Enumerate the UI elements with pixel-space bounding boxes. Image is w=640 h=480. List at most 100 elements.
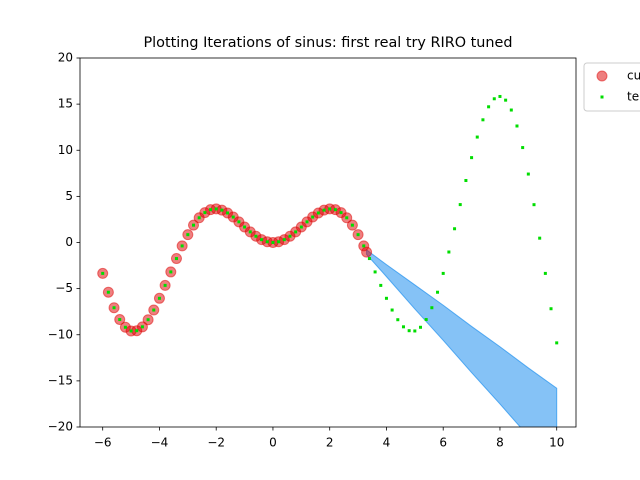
point bbox=[492, 97, 496, 101]
point bbox=[350, 223, 354, 227]
point bbox=[367, 257, 371, 261]
y-tick-label: −15 bbox=[48, 373, 73, 387]
x-tick-label: 2 bbox=[326, 436, 334, 450]
x-tick-label: 0 bbox=[269, 436, 277, 450]
point bbox=[197, 216, 201, 220]
point bbox=[526, 172, 530, 176]
x-tick-label: 4 bbox=[383, 436, 391, 450]
x-tick-label: −6 bbox=[94, 436, 112, 450]
x-tick-label: −4 bbox=[151, 436, 169, 450]
y-tick-label: −20 bbox=[48, 420, 73, 434]
point bbox=[345, 216, 349, 220]
point bbox=[532, 203, 536, 207]
confidence-band bbox=[366, 248, 558, 427]
point bbox=[362, 244, 366, 248]
point bbox=[481, 118, 485, 122]
point bbox=[356, 233, 360, 237]
point bbox=[305, 220, 309, 224]
point bbox=[464, 179, 468, 183]
point bbox=[243, 225, 247, 229]
point bbox=[441, 271, 445, 275]
point bbox=[248, 230, 252, 234]
point bbox=[271, 241, 275, 244]
legend-marker bbox=[600, 95, 604, 99]
point bbox=[101, 271, 105, 275]
legend-label: cu bbox=[627, 69, 640, 83]
point bbox=[169, 270, 173, 274]
point bbox=[112, 306, 116, 310]
point bbox=[458, 203, 462, 207]
point bbox=[118, 318, 122, 322]
point bbox=[106, 290, 110, 294]
point bbox=[311, 215, 315, 219]
legend-marker bbox=[596, 70, 608, 82]
point bbox=[543, 271, 547, 275]
chart-title: Plotting Iterations of sinus: first real… bbox=[143, 35, 512, 51]
point bbox=[288, 234, 292, 238]
point bbox=[299, 225, 303, 229]
point bbox=[254, 234, 258, 238]
point bbox=[521, 146, 525, 150]
x-tick-label: −2 bbox=[207, 436, 225, 450]
point bbox=[413, 329, 417, 333]
point bbox=[203, 211, 207, 215]
point bbox=[265, 240, 269, 244]
point bbox=[226, 211, 230, 215]
point bbox=[430, 306, 434, 310]
point bbox=[379, 283, 383, 287]
point bbox=[373, 270, 377, 274]
y-tick-label: −5 bbox=[55, 281, 73, 295]
y-tick-label: −10 bbox=[48, 327, 73, 341]
point bbox=[192, 223, 196, 227]
point bbox=[447, 250, 451, 254]
x-tick-label: 6 bbox=[439, 436, 447, 450]
point bbox=[277, 240, 281, 244]
point bbox=[549, 307, 553, 311]
point bbox=[504, 98, 508, 102]
point bbox=[419, 325, 423, 329]
point bbox=[282, 238, 286, 242]
y-tick-label: 5 bbox=[65, 189, 73, 203]
y-tick-label: 10 bbox=[58, 143, 73, 157]
point bbox=[515, 124, 519, 128]
point bbox=[123, 325, 127, 329]
point bbox=[470, 156, 474, 160]
point bbox=[333, 208, 337, 212]
point bbox=[220, 208, 224, 212]
y-tick-label: 15 bbox=[58, 97, 73, 111]
point bbox=[129, 329, 133, 333]
point bbox=[260, 238, 264, 242]
point bbox=[475, 135, 479, 139]
point bbox=[157, 296, 161, 300]
point bbox=[163, 283, 167, 287]
point bbox=[174, 257, 178, 261]
point bbox=[538, 236, 542, 240]
point bbox=[146, 318, 150, 322]
point bbox=[328, 207, 332, 211]
point bbox=[237, 220, 241, 224]
point bbox=[555, 341, 559, 345]
point bbox=[487, 105, 491, 109]
point bbox=[396, 318, 400, 322]
plot-area bbox=[97, 94, 559, 427]
point bbox=[214, 207, 218, 211]
point bbox=[407, 329, 411, 333]
point bbox=[390, 308, 394, 312]
point bbox=[498, 94, 502, 98]
point bbox=[180, 244, 184, 248]
point bbox=[401, 325, 405, 329]
point bbox=[384, 296, 388, 300]
point bbox=[316, 211, 320, 215]
marker bbox=[361, 246, 373, 258]
x-tick-label: 8 bbox=[496, 436, 504, 450]
point bbox=[509, 108, 513, 112]
point bbox=[209, 208, 213, 212]
point bbox=[339, 211, 343, 215]
point bbox=[453, 227, 457, 231]
point bbox=[436, 290, 440, 294]
point bbox=[322, 208, 326, 212]
point bbox=[231, 215, 235, 219]
point bbox=[152, 308, 156, 312]
y-tick-label: 20 bbox=[58, 51, 73, 65]
point bbox=[140, 325, 144, 329]
